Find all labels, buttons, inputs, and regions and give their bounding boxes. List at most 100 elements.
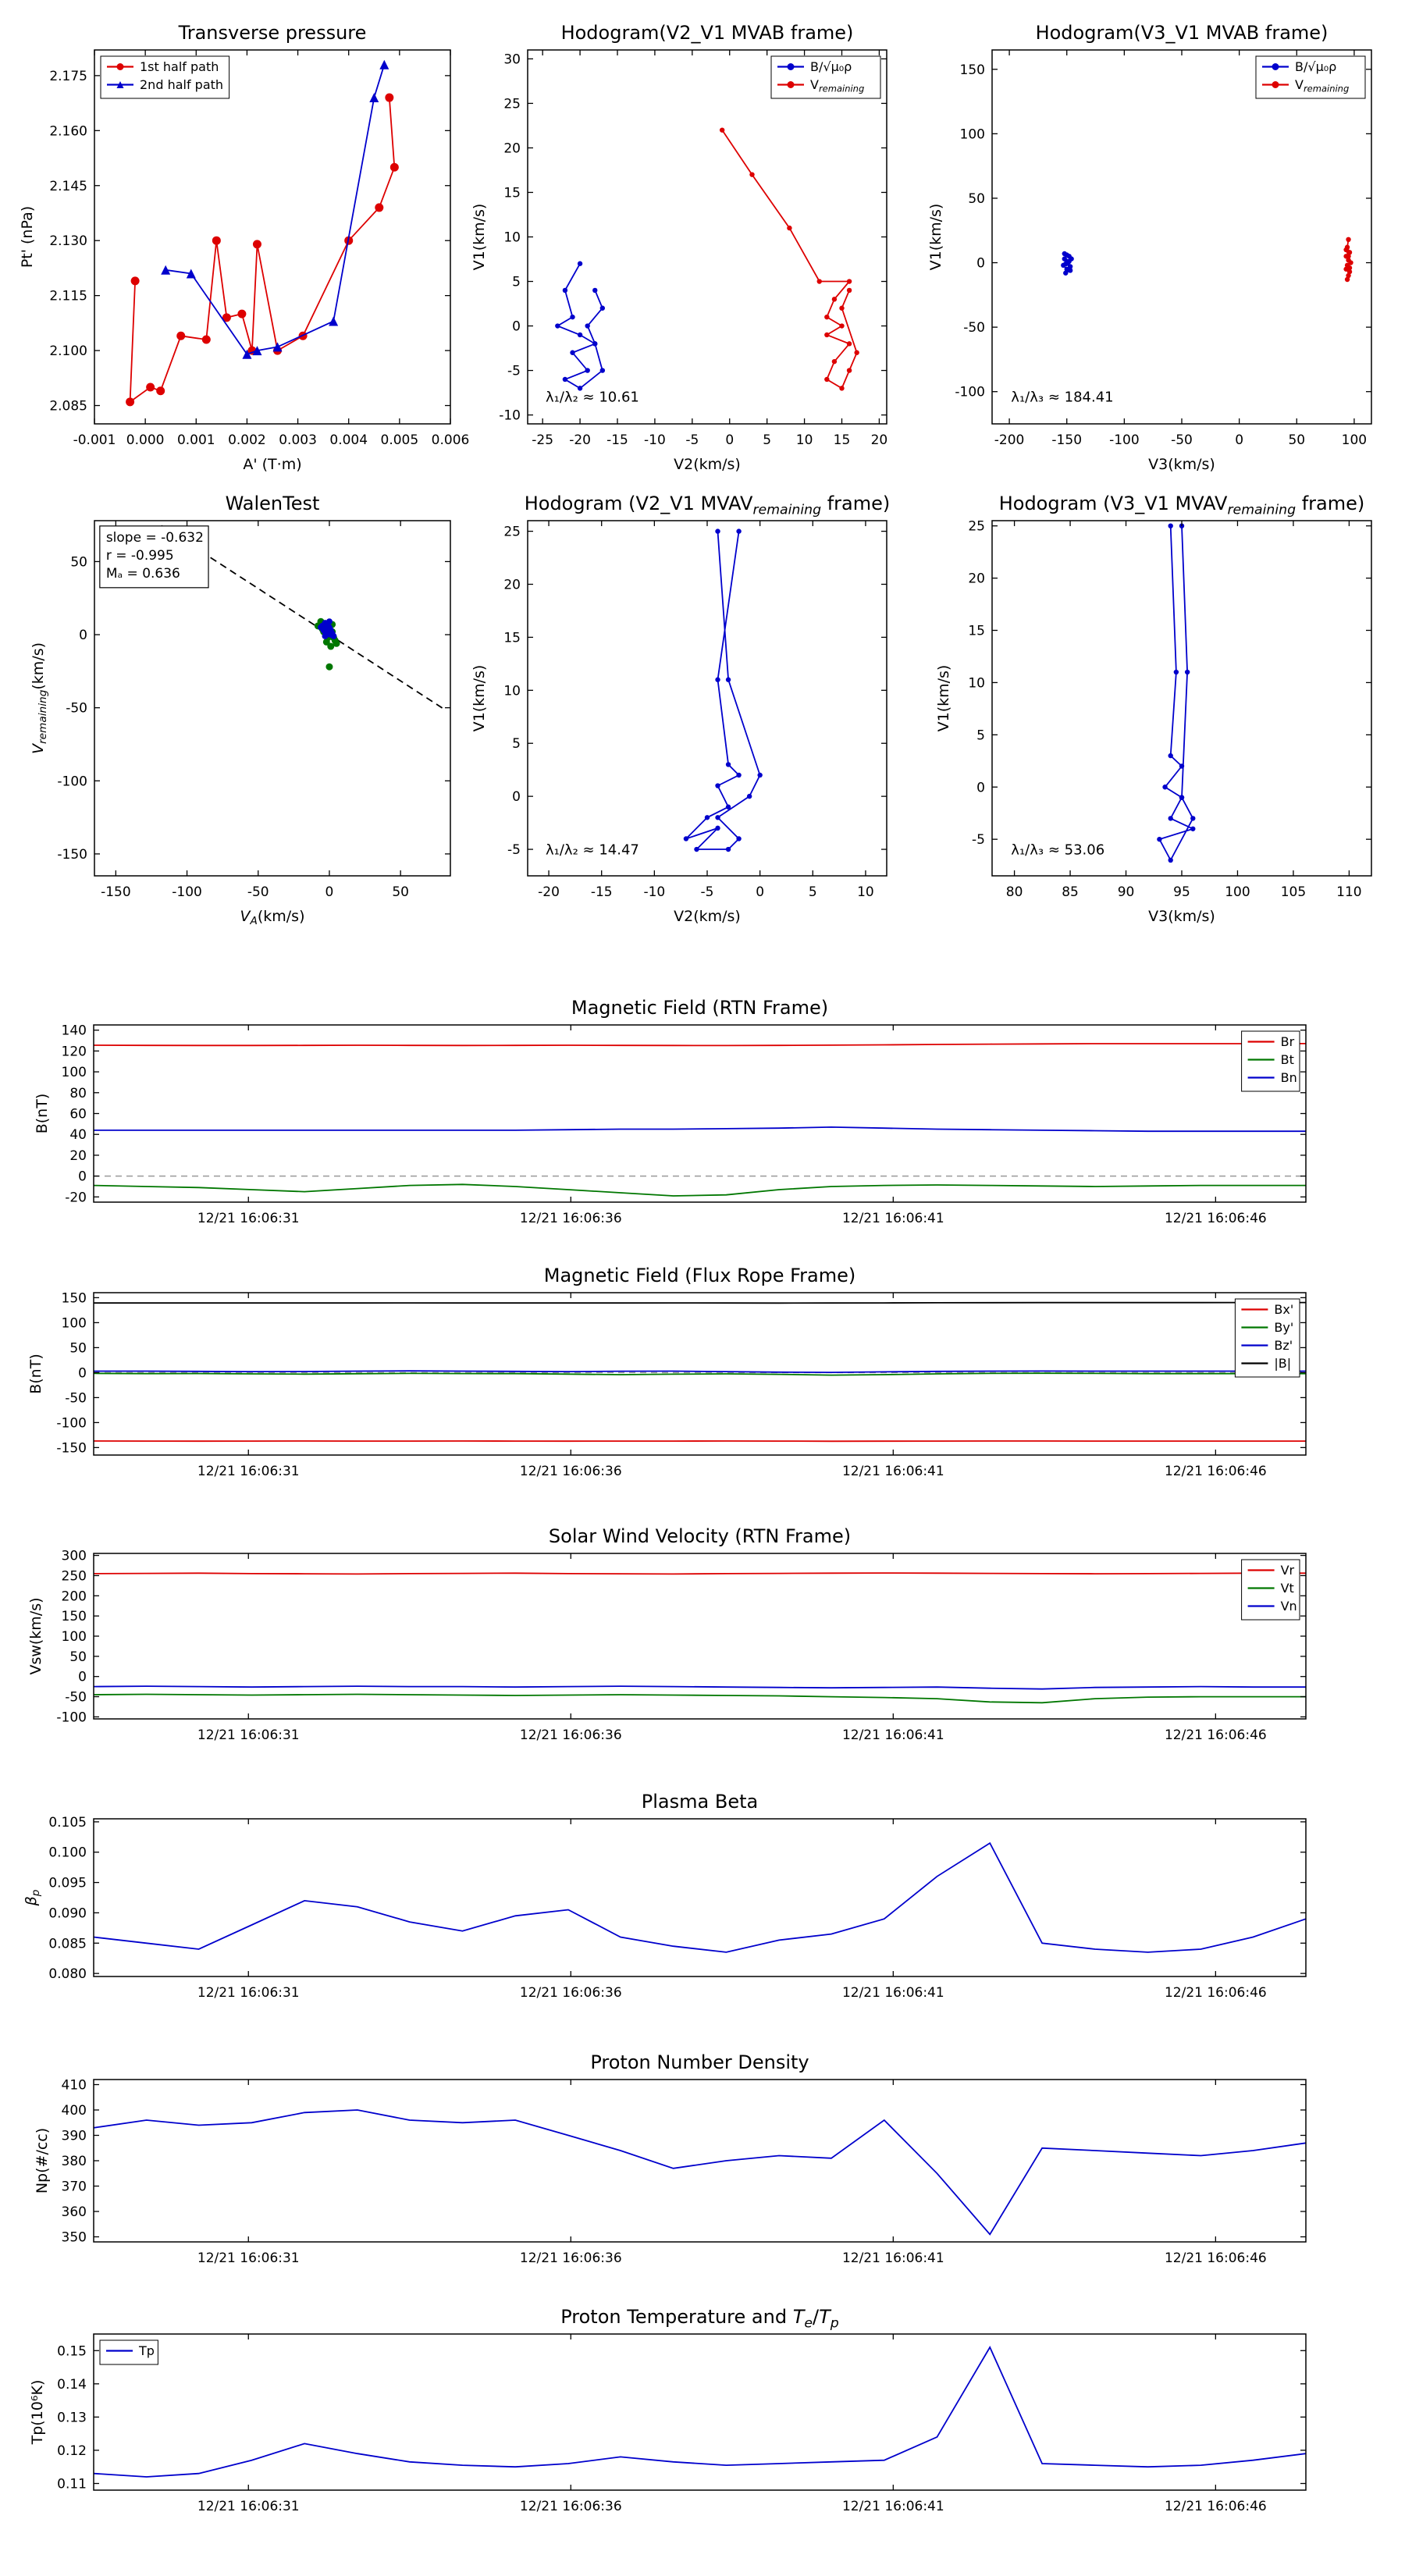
axes-frame <box>93 1818 1307 1977</box>
y-tick-label: 0 <box>976 780 985 795</box>
axes-frame <box>94 520 451 877</box>
point-marker <box>252 240 261 249</box>
series-vt <box>94 1693 1306 1704</box>
point-marker <box>599 368 606 373</box>
point-marker <box>201 335 211 344</box>
y-tick-label: 25 <box>503 525 521 540</box>
y-tick-label: 0.105 <box>48 1815 87 1831</box>
series-v-path <box>685 531 761 850</box>
x-tick-label: 12/21 16:06:46 <box>1165 1464 1267 1479</box>
y-tick-label: -5 <box>507 364 521 379</box>
y-axis: -150 -100 -50 0 50 <box>57 554 450 863</box>
y-tick-label: 60 <box>69 1107 87 1123</box>
legend-label: Vn <box>1281 1599 1297 1614</box>
y-tick-label: 2.160 <box>49 123 87 139</box>
point-marker <box>694 846 699 852</box>
plot-area <box>1061 237 1353 283</box>
x-axis: 12/21 16:06:31 12/21 16:06:36 12/21 16:06:… <box>197 1293 1267 1479</box>
point-marker <box>1184 669 1190 675</box>
y-tick-label: 250 <box>62 1568 87 1584</box>
y-tick-label: 5 <box>976 728 985 743</box>
x-tick-label: 12/21 16:06:41 <box>842 1211 944 1226</box>
point-marker <box>715 677 720 682</box>
x-tick-label: 12/21 16:06:41 <box>842 1985 944 2001</box>
series-b-total <box>94 1301 1306 1304</box>
y-tick-label: 5 <box>512 275 521 290</box>
y-tick-label: -100 <box>955 385 985 400</box>
panel-hodogram-v2v1-mvab: -25 -20 -15 -10 -5 0 5 10 15 20 -10 -5 0 5 10 15 20 25 30 H… <box>471 22 887 473</box>
chart-title: Solar Wind Velocity (RTN Frame) <box>549 1525 851 1547</box>
point-marker <box>176 331 186 340</box>
x-tick-label: 20 <box>871 432 888 448</box>
point-marker <box>1346 265 1353 271</box>
y-tick-label: 100 <box>62 1065 87 1080</box>
x-axis-label: V3(km/s) <box>1148 908 1215 925</box>
x-tick-label: 15 <box>834 432 851 448</box>
x-axis-label: A' (T·m) <box>243 456 301 473</box>
chart-title: WalenTest <box>226 493 320 514</box>
panel-b-fluxrope: 12/21 16:06:31 12/21 16:06:36 12/21 16:06:… <box>27 1265 1307 1479</box>
y-axis: 2.085 2.100 2.115 2.130 2.145 2.160 2.175 <box>49 69 450 415</box>
series-bt <box>94 1183 1306 1197</box>
y-axis-label: Tp(10⁶K) <box>29 2380 46 2446</box>
y-tick-label: 0 <box>78 1670 87 1685</box>
point-marker <box>325 618 333 625</box>
legend: 1st half path 2nd half path <box>100 55 230 99</box>
legend-label: B/√μ₀ρ <box>1295 59 1336 74</box>
series-b-over-sqrt-mu0rho <box>556 263 603 390</box>
point-marker <box>787 225 792 231</box>
chart-title: Hodogram(V2_V1 MVAB frame) <box>561 22 854 44</box>
y-tick-label: 2.115 <box>49 289 87 304</box>
series-walen-fit-line <box>161 525 444 710</box>
point-marker <box>1168 523 1173 528</box>
series-vn <box>94 1685 1306 1690</box>
legend-label: 1st half path <box>140 59 219 74</box>
legend-label: Bx' <box>1274 1302 1293 1317</box>
y-tick-label: 100 <box>62 1629 87 1645</box>
x-tick-label: 12/21 16:06:31 <box>197 1985 300 2001</box>
y-tick-label: -50 <box>65 1390 87 1406</box>
y-tick-label: 20 <box>503 141 521 156</box>
plot-area <box>94 1841 1306 1953</box>
x-tick-label: 80 <box>1006 884 1023 900</box>
y-axis: -10 -5 0 5 10 15 20 25 30 <box>499 52 887 424</box>
y-tick-label: 0 <box>512 789 521 805</box>
point-marker <box>1346 272 1351 279</box>
x-tick-label: 12/21 16:06:46 <box>1165 1727 1267 1743</box>
panel-vsw-rtn: 12/21 16:06:31 12/21 16:06:36 12/21 16:06:… <box>27 1525 1307 1743</box>
x-tick-label: 0.006 <box>432 432 470 448</box>
x-tick-label: -100 <box>172 884 202 900</box>
series-second-half-path <box>165 64 386 355</box>
legend-label: Vremaining <box>810 77 864 94</box>
point-marker <box>570 350 575 355</box>
plot-area <box>683 528 763 852</box>
point-marker <box>389 162 399 172</box>
point-marker <box>592 341 598 347</box>
point-marker <box>715 528 720 534</box>
axes-frame <box>93 2333 1307 2491</box>
y-tick-label: 360 <box>62 2204 87 2220</box>
point-marker <box>725 762 731 767</box>
y-tick-label: 50 <box>70 554 87 570</box>
point-marker <box>126 397 135 407</box>
y-tick-label: 410 <box>62 2078 87 2094</box>
point-marker <box>1348 260 1353 265</box>
y-tick-label: 50 <box>69 1340 87 1356</box>
y-tick-label: 2.175 <box>49 69 87 84</box>
plot-area <box>94 1572 1306 1704</box>
y-tick-label: 20 <box>69 1148 87 1164</box>
panel-walen-test: -150 -100 -50 0 50 -150 -100 -50 0 50 WalenTest VA(… <box>30 493 451 927</box>
point-marker <box>1343 247 1349 253</box>
point-marker <box>715 825 720 831</box>
point-marker <box>1346 237 1351 243</box>
point-marker <box>329 316 339 326</box>
x-tick-label: -15 <box>606 432 628 448</box>
y-tick-label: 2.130 <box>49 233 87 249</box>
legend-label: By' <box>1274 1320 1293 1335</box>
annotation-line: r = -0.995 <box>106 548 174 564</box>
panel-hodogram-v3v1-mvav: 80 85 90 95 100 105 110 -5 0 5 10 15 20 25 Hodogram (V… <box>935 493 1372 925</box>
series-v-path <box>1158 525 1195 862</box>
x-tick-label: -20 <box>538 884 560 900</box>
point-marker <box>1061 262 1066 269</box>
